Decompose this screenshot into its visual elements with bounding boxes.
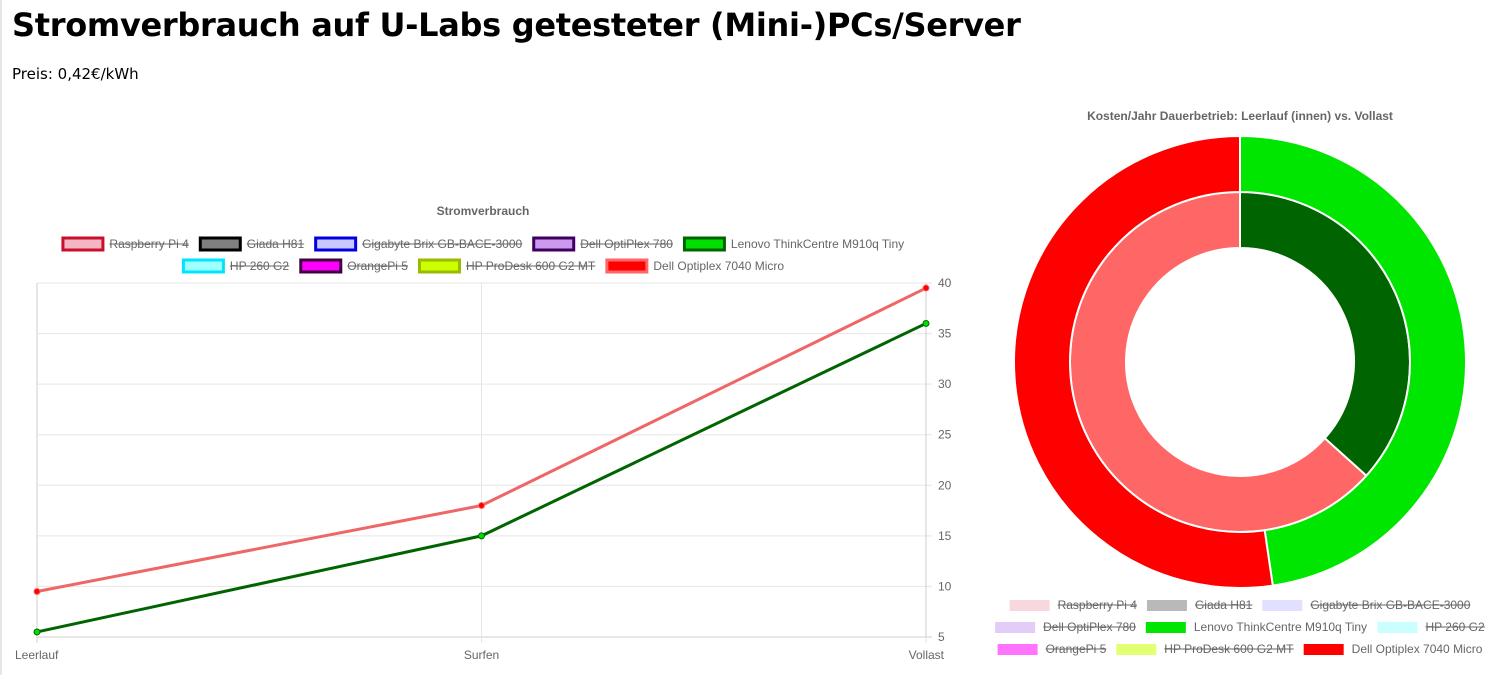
donut-slice-outer[interactable]	[1013, 134, 1274, 589]
legend-swatch	[181, 258, 225, 274]
legend-swatch	[1009, 600, 1050, 611]
page-title: Stromverbrauch auf U-Labs getesteter (Mi…	[12, 6, 1021, 44]
legend-item[interactable]: Giada H81	[1146, 598, 1253, 612]
legend-swatch	[314, 236, 358, 252]
legend-label: Dell Optiplex 7040 Micro	[653, 259, 784, 273]
legend-swatch	[299, 258, 343, 274]
legend-item[interactable]: Dell OptiPlex 780	[532, 236, 674, 252]
data-point[interactable]	[478, 502, 485, 510]
donut-chart: Kosten/Jahr Dauerbetrieb: Leerlauf (inne…	[995, 109, 1485, 656]
y-tick-label: 30	[938, 377, 952, 391]
legend-item[interactable]: OrangePi 5	[997, 642, 1107, 656]
legend-swatch	[1116, 644, 1157, 655]
legend-swatch	[1303, 644, 1344, 655]
legend-swatch	[682, 236, 726, 252]
data-point[interactable]	[922, 284, 930, 292]
x-tick-label: Surfen	[464, 648, 499, 662]
legend-item[interactable]: OrangePi 5	[299, 258, 409, 274]
y-tick-label: 5	[938, 630, 945, 644]
legend-item[interactable]: Dell Optiplex 7040 Micro	[605, 258, 785, 274]
y-tick-label: 10	[938, 579, 952, 593]
y-tick-label: 35	[938, 327, 952, 341]
legend-swatch	[1145, 622, 1186, 633]
legend-swatch	[605, 258, 649, 274]
x-tick-label: Leerlauf	[15, 648, 59, 662]
legend-label: Dell Optiplex 7040 Micro	[1352, 642, 1483, 656]
legend-item[interactable]: Gigabyte Brix GB-BACE-3000	[1262, 598, 1471, 612]
legend-swatch	[61, 236, 105, 252]
y-tick-label: 15	[938, 529, 952, 543]
data-point[interactable]	[922, 319, 930, 327]
legend-swatch	[995, 622, 1036, 633]
legend-swatch	[198, 236, 242, 252]
legend-label: Lenovo ThinkCentre M910q Tiny	[1194, 620, 1367, 634]
y-tick-label: 25	[938, 428, 952, 442]
legend-swatch	[1377, 622, 1418, 633]
legend-swatch	[417, 258, 461, 274]
legend-label: Lenovo ThinkCentre M910q Tiny	[731, 237, 904, 251]
legend-item[interactable]: HP 260 G2	[1377, 620, 1485, 634]
legend-swatch	[1262, 600, 1303, 611]
data-point[interactable]	[478, 532, 485, 540]
legend-swatch	[532, 236, 576, 252]
legend-item[interactable]: HP ProDesk 600 G2 MT	[417, 258, 596, 274]
donut-slice-outer[interactable]	[1239, 134, 1467, 587]
legend-item[interactable]: Dell OptiPlex 780	[995, 620, 1136, 634]
line-chart-title: Stromverbrauch	[437, 204, 530, 218]
legend-item[interactable]: HP ProDesk 600 G2 MT	[1116, 642, 1294, 656]
legend-item[interactable]: Dell Optiplex 7040 Micro	[1303, 642, 1483, 656]
price-label: Preis: 0,42€/kWh	[12, 65, 139, 83]
legend-swatch	[997, 644, 1038, 655]
data-point[interactable]	[33, 628, 41, 636]
legend-swatch	[1146, 600, 1187, 611]
legend-item[interactable]: Giada H81	[198, 236, 304, 252]
y-tick-label: 20	[938, 478, 952, 492]
x-tick-label: Vollast	[909, 648, 945, 662]
legend-item[interactable]: Gigabyte Brix GB-BACE-3000	[314, 236, 523, 252]
line-chart: Stromverbrauch Raspberry Pi 4 Giada H81 Gig…	[15, 204, 952, 662]
donut-chart-title: Kosten/Jahr Dauerbetrieb: Leerlauf (inne…	[1087, 109, 1393, 123]
legend-item[interactable]: Lenovo ThinkCentre M910q Tiny	[1145, 620, 1367, 634]
data-point[interactable]	[33, 587, 41, 595]
legend-item[interactable]: Raspberry Pi 4	[61, 236, 189, 252]
legend-item[interactable]: Raspberry Pi 4	[1009, 598, 1138, 612]
legend-item[interactable]: HP 260 G2	[181, 258, 289, 274]
legend-item[interactable]: Lenovo ThinkCentre M910q Tiny	[682, 236, 904, 252]
y-tick-label: 40	[938, 276, 952, 290]
